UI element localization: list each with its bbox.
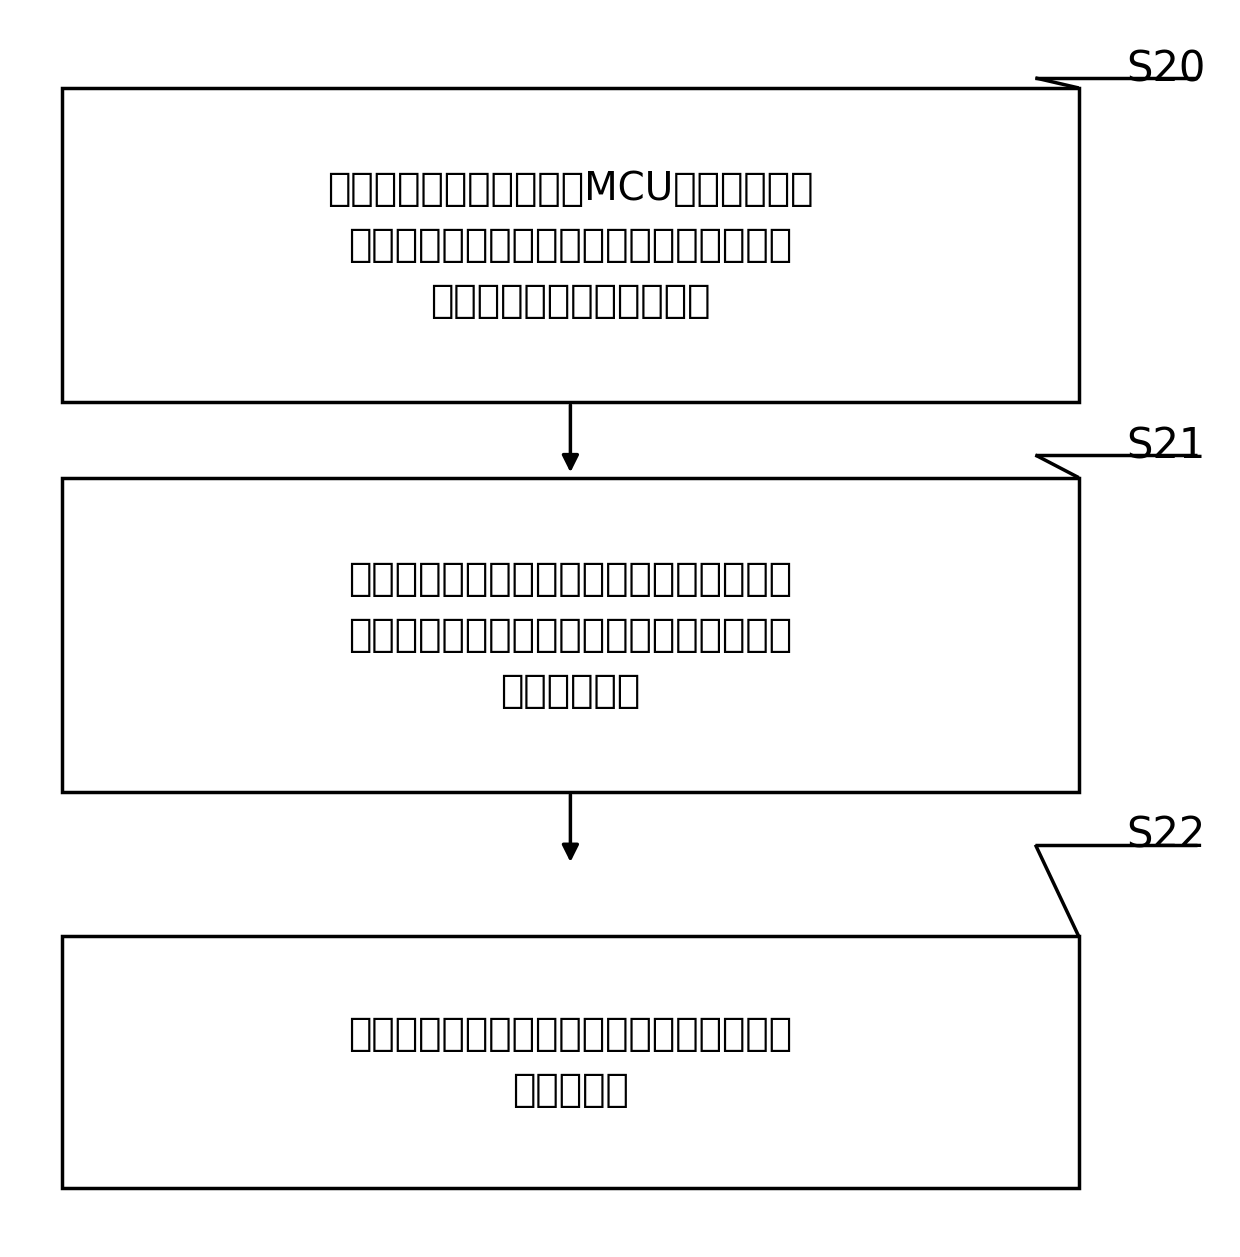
Text: 降低第一存储区的运行速率，使智能电视进
入待机状态: 降低第一存储区的运行速率，使智能电视进 入待机状态 (348, 1016, 792, 1109)
Bar (62, 88, 1079, 402)
Text: 控制供电控制电路的电源模块输出待机电压
至直流转换模块，并通过直流转换模块为第
一存储区供电: 控制供电控制电路的电源模块输出待机电压 至直流转换模块，并通过直流转换模块为第 … (348, 559, 792, 710)
Bar (62, 936, 1079, 1188)
Text: S21: S21 (1126, 425, 1205, 468)
Bar (62, 478, 1079, 792)
Text: S20: S20 (1126, 48, 1205, 91)
Text: 接收到待机指令时，控制MCU的信号输出端
输出控制信号，使供电控制电路的直流转换
模块与第二存储区断开连接: 接收到待机指令时，控制MCU的信号输出端 输出控制信号，使供电控制电路的直流转换… (327, 170, 813, 321)
Text: S22: S22 (1126, 815, 1205, 857)
